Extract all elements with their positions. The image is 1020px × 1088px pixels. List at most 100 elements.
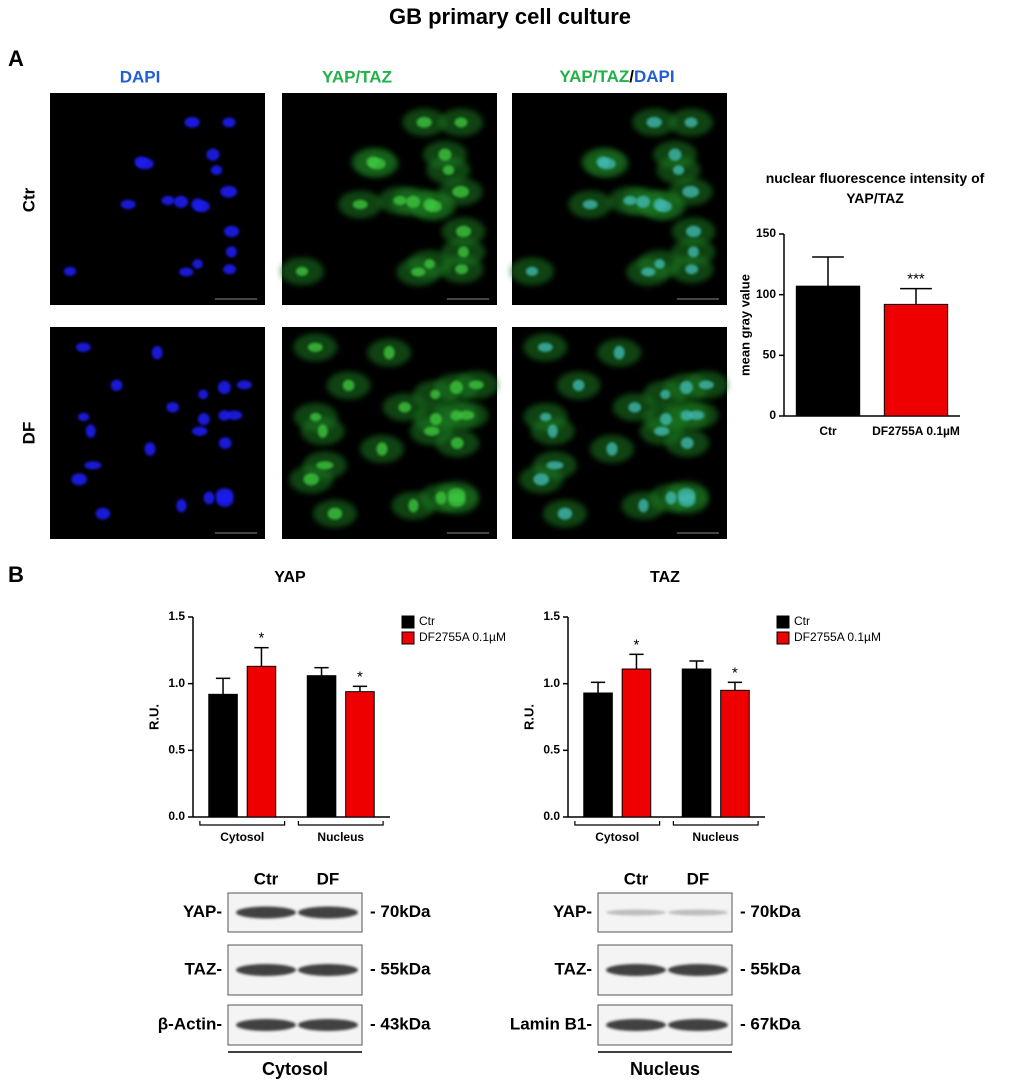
nucleus	[206, 148, 220, 161]
nucleus	[656, 200, 672, 213]
nucleus	[688, 410, 705, 420]
legend-swatch	[776, 631, 790, 645]
chart-title: TAZ	[650, 569, 680, 586]
nucleus	[628, 402, 642, 413]
nucleus	[398, 402, 412, 413]
nucleus	[95, 507, 111, 520]
nucleus	[635, 195, 651, 208]
nucleus	[547, 424, 558, 438]
column-label: YAP/TAZ	[322, 67, 392, 86]
row-label: DF	[19, 422, 38, 445]
legend-swatch	[401, 615, 415, 629]
nucleus	[654, 259, 665, 269]
column-label: YAP/TAZ/DAPI	[559, 67, 674, 86]
nucleus	[203, 491, 215, 505]
nucleus	[423, 426, 440, 436]
nucleus	[192, 259, 203, 269]
label-part: /	[629, 67, 634, 86]
protein-label: TAZ-	[185, 959, 222, 978]
nucleus	[215, 488, 234, 503]
size-label: - 55kDa	[370, 959, 431, 978]
chart-title: YAP	[274, 569, 306, 586]
nucleus	[672, 165, 685, 176]
bar	[208, 693, 238, 818]
nucleus	[223, 225, 240, 238]
nucleus	[303, 473, 319, 486]
nucleus	[687, 246, 699, 258]
blot-band	[668, 1019, 728, 1031]
nucleus	[383, 345, 395, 360]
nucleus	[84, 461, 102, 470]
y-axis-label: R.U.	[146, 704, 161, 730]
bar	[720, 689, 750, 818]
y-tick-label: 1.0	[543, 676, 560, 690]
micrograph	[50, 93, 265, 305]
x-tick-label: Ctr	[819, 424, 837, 438]
nucleus	[525, 266, 539, 277]
significance: ***	[907, 271, 925, 288]
nucleus	[685, 264, 699, 275]
nucleus	[454, 117, 468, 128]
bar	[681, 668, 712, 818]
nucleus	[606, 442, 618, 456]
panel-label: B	[8, 562, 24, 587]
nucleus	[110, 379, 123, 392]
nucleus	[452, 185, 470, 198]
column-label: DAPI	[120, 67, 161, 86]
nucleus	[449, 380, 463, 395]
nucleus	[295, 266, 309, 277]
protein-label: Lamin B1-	[510, 1014, 592, 1033]
protein-label: TAZ-	[555, 959, 592, 978]
nucleus	[176, 498, 187, 513]
nucleus	[429, 412, 442, 426]
nucleus	[677, 488, 696, 503]
category-bracket	[574, 821, 661, 826]
category-bracket	[199, 821, 286, 826]
protein-label: YAP-	[553, 902, 592, 921]
nucleus	[134, 156, 148, 168]
y-tick-label: 0.5	[543, 743, 560, 757]
nucleus	[679, 380, 693, 395]
y-tick-label: 1.0	[168, 676, 185, 690]
nucleus	[438, 148, 452, 161]
nucleus	[430, 389, 441, 400]
bar	[583, 692, 613, 818]
legend-label: Ctr	[794, 614, 810, 628]
nucleus	[450, 437, 464, 449]
significance: *	[634, 636, 640, 653]
legend-swatch	[401, 631, 415, 645]
significance: *	[732, 664, 738, 681]
nucleus	[184, 116, 200, 128]
bar	[621, 668, 652, 818]
nucleus	[680, 437, 694, 449]
nucleus	[424, 259, 435, 269]
nucleus	[457, 246, 469, 258]
size-label: - 70kDa	[740, 902, 801, 921]
lane-label: DF	[317, 869, 340, 888]
figure-title: GB primary cell culture	[389, 4, 631, 29]
category-bracket	[672, 821, 759, 826]
nucleus	[613, 345, 625, 360]
bar	[246, 665, 277, 818]
nucleus	[641, 267, 656, 277]
blot-band	[298, 964, 358, 976]
nucleus	[220, 185, 238, 198]
nucleus	[342, 379, 355, 392]
nucleus	[408, 498, 419, 513]
nucleus	[191, 426, 208, 436]
micrograph	[280, 93, 497, 305]
nucleus	[533, 473, 549, 486]
x-tick-label: Cytosol	[220, 830, 264, 844]
nucleus	[218, 410, 231, 421]
nucleus	[546, 461, 564, 470]
nucleus	[166, 402, 180, 413]
nucleus	[682, 185, 700, 198]
nucleus	[85, 424, 96, 438]
nucleus	[447, 488, 466, 503]
nucleus	[327, 507, 343, 520]
nucleus	[151, 345, 163, 360]
nucleus	[405, 195, 421, 208]
blot-band	[236, 906, 296, 919]
nucleus	[63, 266, 77, 277]
